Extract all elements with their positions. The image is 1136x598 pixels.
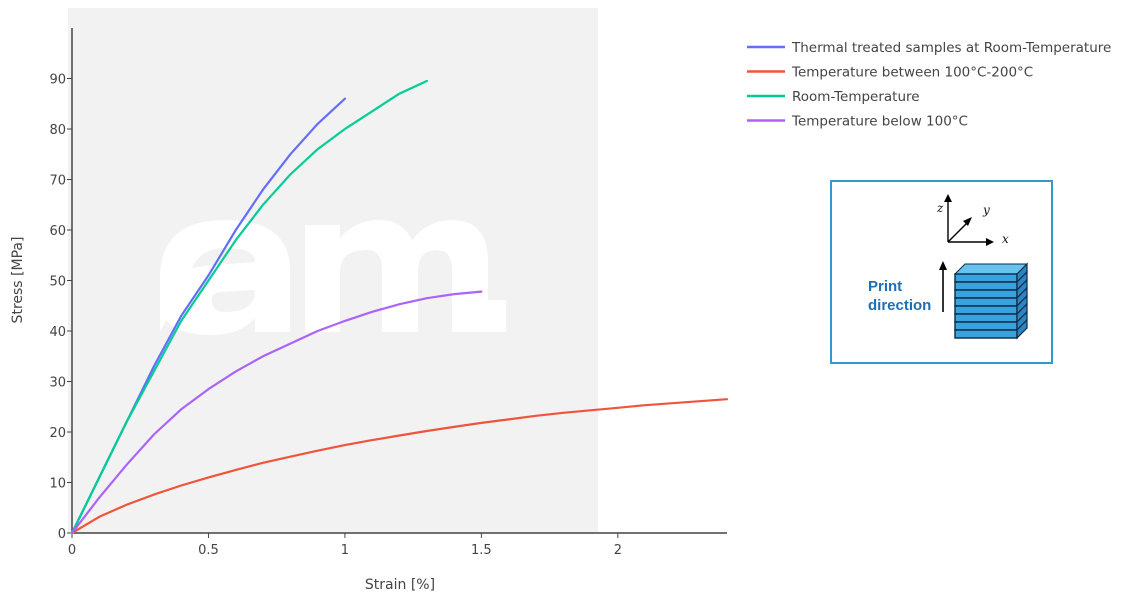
print-label: Print: [868, 278, 902, 295]
block-layer: [954, 305, 1018, 315]
axis-y-label: y: [982, 203, 990, 217]
block-layer: [954, 281, 1018, 291]
block-layer: [954, 289, 1018, 299]
watermark-am-logo: [160, 220, 506, 335]
legend-label: Room-Temperature: [792, 89, 920, 105]
layered-block-icon: [953, 262, 1029, 340]
legend-label: Temperature between 100°C-200°C: [791, 65, 1033, 81]
y-tick-label: 90: [49, 73, 66, 88]
block-layer: [954, 313, 1018, 323]
y-axis-title: Stress [MPa]: [10, 237, 26, 324]
series-line-4: [70, 290, 483, 535]
series-line-3: [70, 79, 428, 535]
direction-label: direction: [868, 297, 931, 314]
block-layer: [954, 297, 1018, 307]
x-tick-label: 2: [614, 543, 622, 558]
axis-x-label: x: [1002, 232, 1009, 246]
coordinate-axes-icon: [944, 194, 994, 246]
y-tick-label: 20: [49, 426, 66, 441]
y-tick-label: 80: [49, 123, 66, 138]
x-tick-label: 0: [68, 543, 76, 558]
y-tick-label: 40: [49, 325, 66, 340]
x-tick-label: 0.5: [198, 543, 219, 558]
y-tick-label: 30: [49, 376, 66, 391]
x-axis-title: Strain [%]: [365, 577, 435, 593]
legend-label: Thermal treated samples at Room-Temperat…: [791, 40, 1111, 56]
block-layer: [954, 273, 1018, 283]
print-direction-inset: z y x Print direction: [830, 180, 1053, 364]
y-tick-label: 60: [49, 224, 66, 239]
y-tick-label: 10: [49, 477, 66, 492]
block-layer: [954, 329, 1018, 339]
axis-z-label: z: [936, 201, 944, 215]
block-layer: [954, 321, 1018, 331]
block-layer-side: [1016, 318, 1028, 340]
block-top-face: [953, 263, 1029, 275]
y-tick-label: 0: [58, 527, 66, 542]
legend: Thermal treated samples at Room-Temperat…: [747, 40, 1111, 130]
legend-label: Temperature below 100°C: [791, 114, 968, 130]
y-tick-label: 50: [49, 275, 66, 290]
print-direction-arrow: [939, 261, 947, 312]
series-line-2: [70, 398, 729, 535]
y-tick-label: 70: [49, 174, 66, 189]
x-tick-label: 1.5: [471, 543, 492, 558]
x-tick-label: 1: [341, 543, 349, 558]
